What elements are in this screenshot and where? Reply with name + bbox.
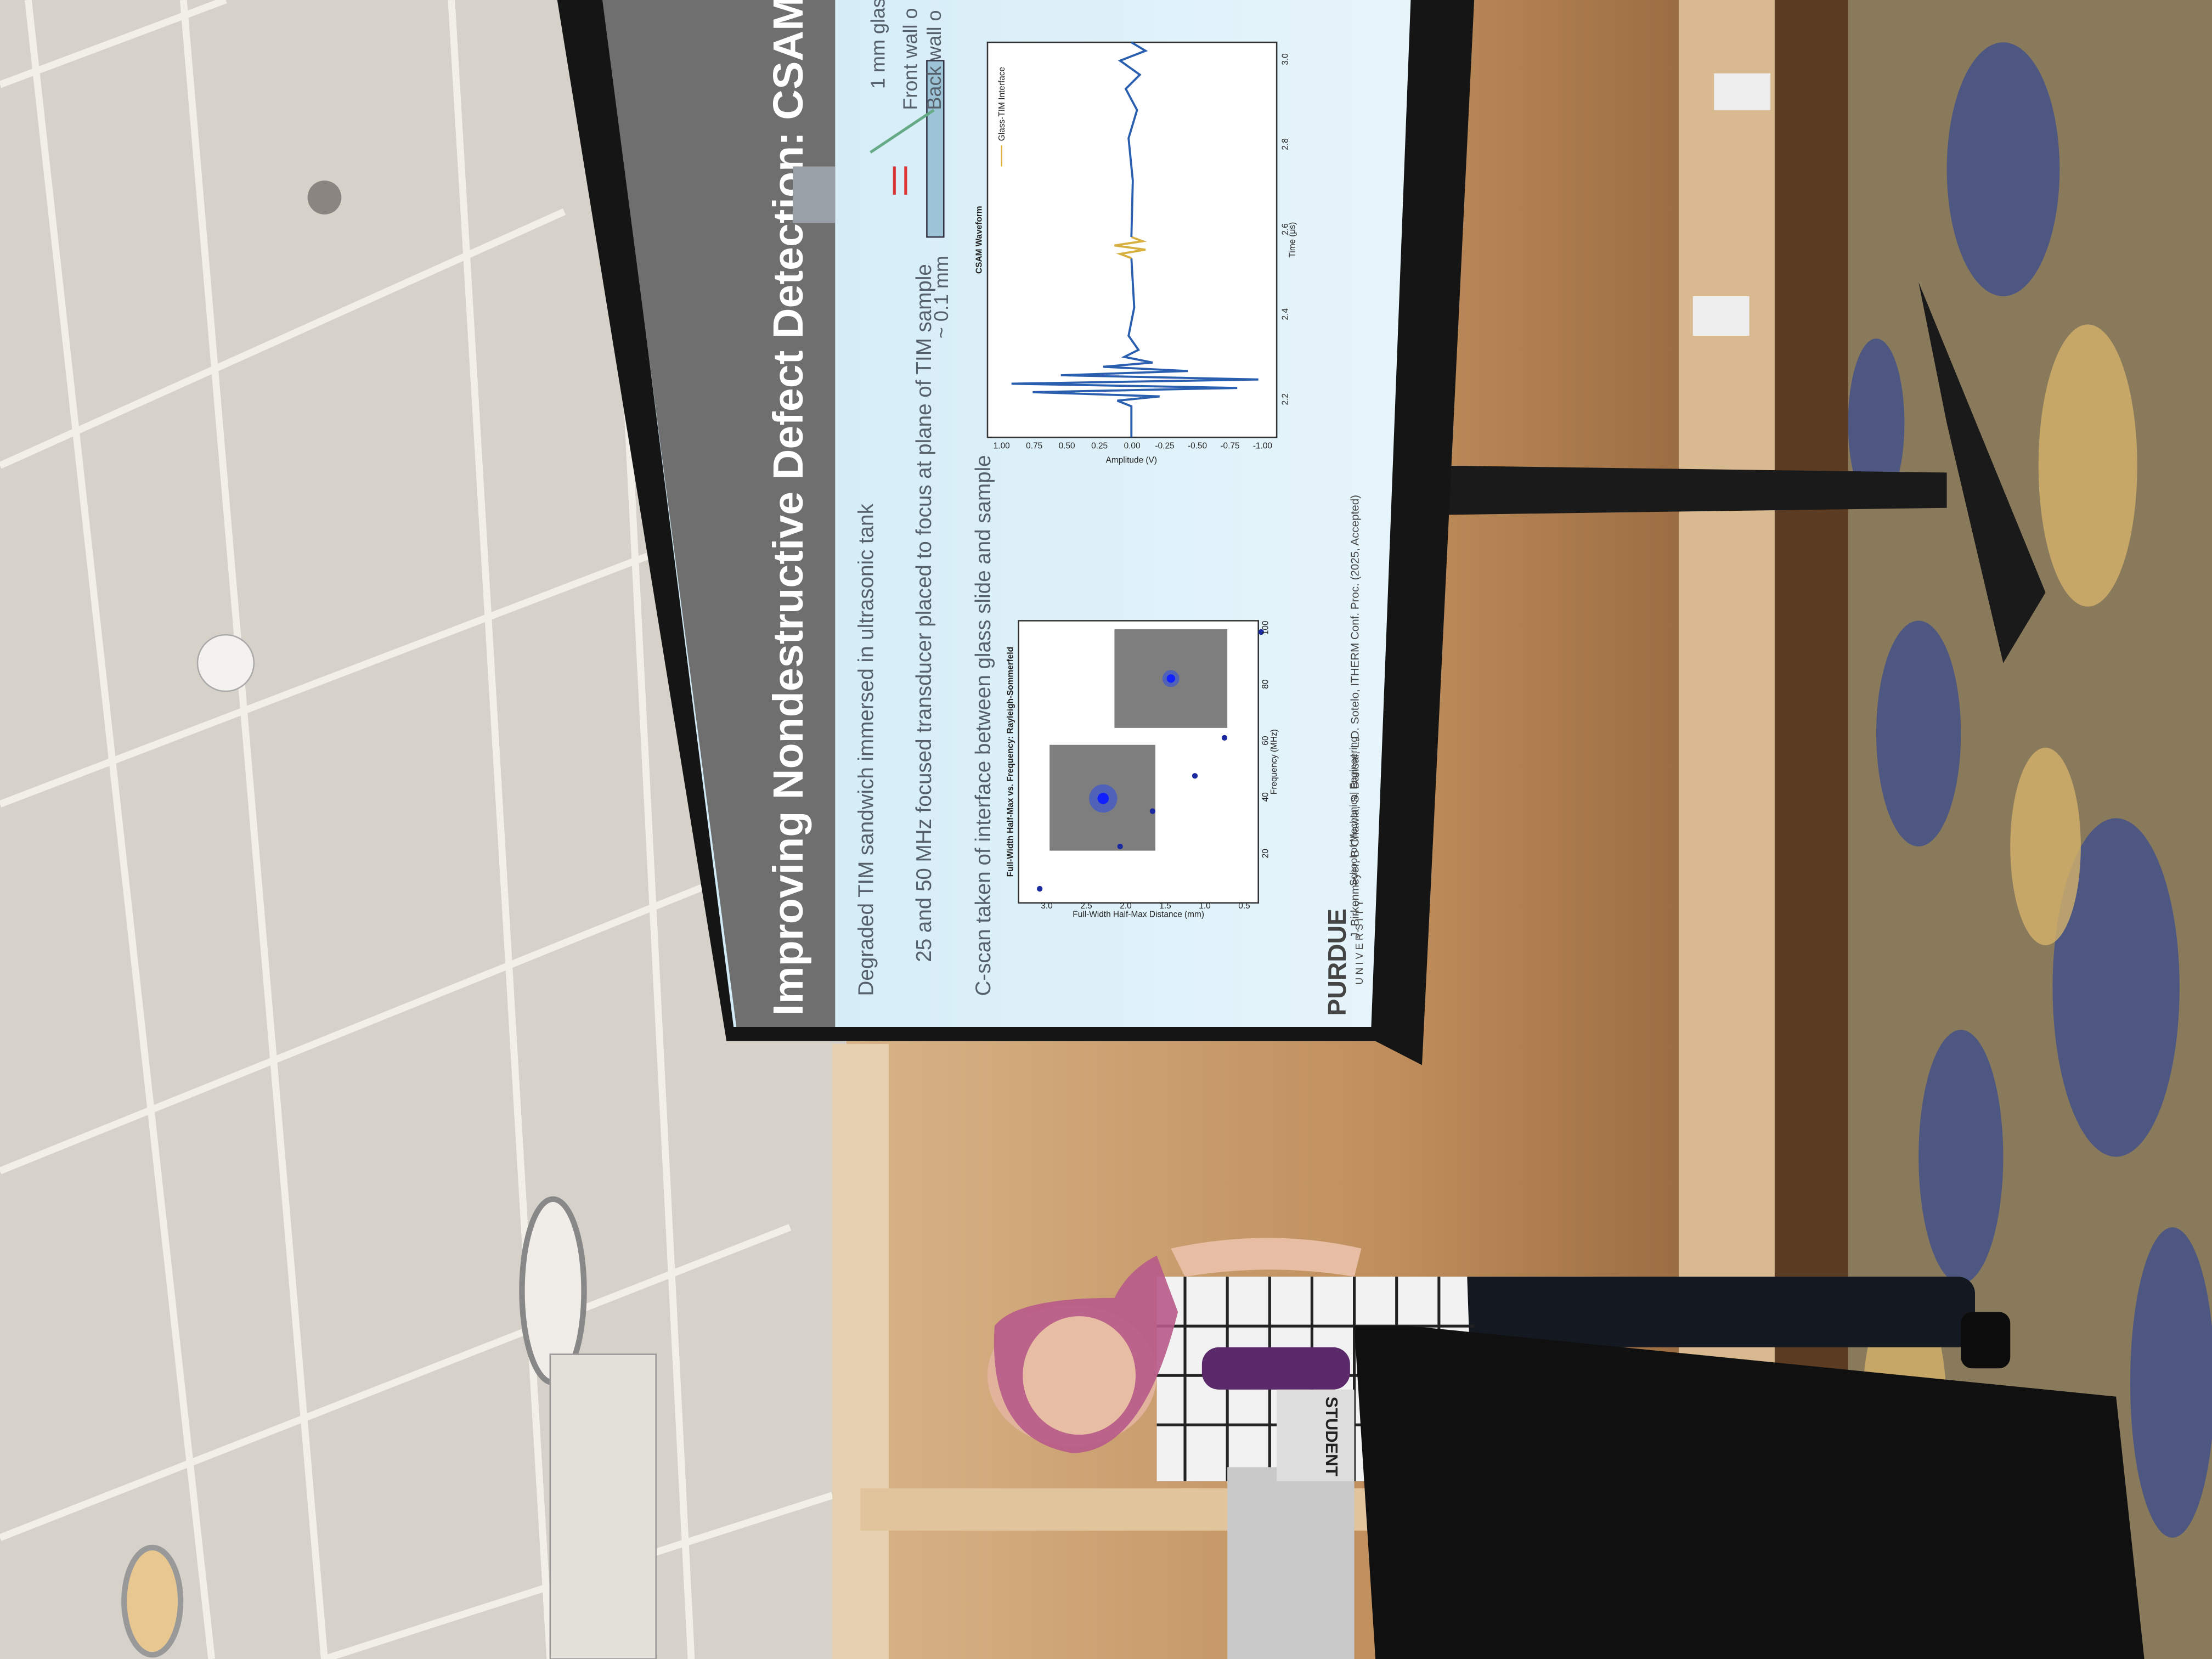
sprinkler (307, 180, 342, 215)
waveform-highlight (1114, 236, 1147, 259)
y-tick-label: -0.75 (1220, 442, 1239, 451)
x-tick-label: 2.8 (1281, 138, 1290, 150)
x-tick-label: 2.4 (1281, 308, 1290, 320)
cscan-images (1037, 629, 1265, 892)
smoke-detector (196, 634, 255, 692)
y-axis-label: Full-Width Half-Max Distance (mm) (1073, 910, 1204, 919)
x-tick-label: 2.6 (1281, 223, 1290, 235)
light (121, 1544, 184, 1658)
waveform (1118, 41, 1148, 238)
y-tick-label: -0.25 (1155, 442, 1174, 451)
logo: PURDUE (1323, 909, 1351, 1015)
x-tick-label: 100 (1261, 620, 1271, 635)
badge (1277, 1389, 1355, 1481)
transducer-diagram (793, 60, 945, 238)
y-tick-label: 2.5 (1080, 901, 1092, 911)
legend-label: Glass-TIM Interface (997, 67, 1007, 141)
diagram-label: Front wall o (899, 8, 921, 110)
bullet: Degraded TIM sandwich immersed in ultras… (855, 503, 878, 996)
chart-title: CSAM Waveform (975, 206, 984, 274)
outlet (1714, 73, 1771, 110)
badge-text: STUDENT (1322, 1397, 1341, 1477)
laptop (1227, 1467, 1355, 1659)
y-tick-label: -0.50 (1188, 442, 1207, 451)
waveform (1011, 258, 1259, 438)
diagram-label: Back wall o (923, 10, 945, 110)
screen-stand (1438, 282, 2046, 663)
y-tick-label: 0.75 (1026, 442, 1042, 451)
y-tick-label: 2.0 (1120, 901, 1131, 911)
x-tick-label: 2.2 (1281, 393, 1290, 405)
y-tick-label: -1.00 (1253, 442, 1272, 451)
y-tick-label: 0.25 (1091, 442, 1108, 451)
x-tick-label: 20 (1261, 849, 1271, 858)
citation: J. Birkenmeyer, B Chawla, S. Bansal, L.D… (1348, 495, 1361, 938)
diagram-label: ~ 0.1 mm (930, 256, 952, 338)
x-axis-label: Time (μs) (1288, 222, 1297, 258)
y-axis-label: Amplitude (V) (1106, 455, 1157, 465)
podium (1354, 1326, 2145, 1659)
title-band (602, 0, 836, 1028)
x-axis-label: Frequency (MHz) (1269, 729, 1279, 794)
outlet (1692, 296, 1750, 336)
logo-sub: UNIVERSITY (1354, 897, 1365, 984)
diagram-label: 1 mm glass (866, 0, 889, 89)
y-tick-label: 0.50 (1059, 442, 1075, 451)
bullet: C-scan taken of interface between glass … (972, 455, 995, 996)
y-tick-label: 1.00 (994, 442, 1010, 451)
vent (549, 1353, 657, 1659)
y-tick-label: 3.0 (1041, 901, 1052, 911)
x-tick-label: 3.0 (1281, 53, 1290, 65)
carpet-pattern (1848, 42, 2212, 1538)
y-tick-label: 0.00 (1124, 442, 1141, 451)
chart-title: Full-Width Half-Max vs. Frequency: Rayle… (1006, 647, 1015, 877)
ceiling-grid (0, 0, 834, 1659)
y-tick-label: 1.0 (1199, 901, 1210, 911)
y-tick-label: 1.5 (1159, 901, 1171, 911)
slide-title: Improving Nondestructive Defect Detectio… (765, 0, 812, 1015)
x-tick-label: 40 (1261, 792, 1271, 802)
x-tick-label: 80 (1261, 680, 1271, 689)
crown-molding (832, 1043, 889, 1659)
x-tick-label: 60 (1261, 736, 1271, 745)
bullet: 25 and 50 MHz focused transducer placed … (912, 264, 936, 962)
y-tick-label: 0.5 (1238, 901, 1250, 911)
school: School of Mechanical Engineering (1348, 737, 1359, 886)
slide: Improving Nondestructive Defect Detectio… (602, 0, 1365, 1028)
